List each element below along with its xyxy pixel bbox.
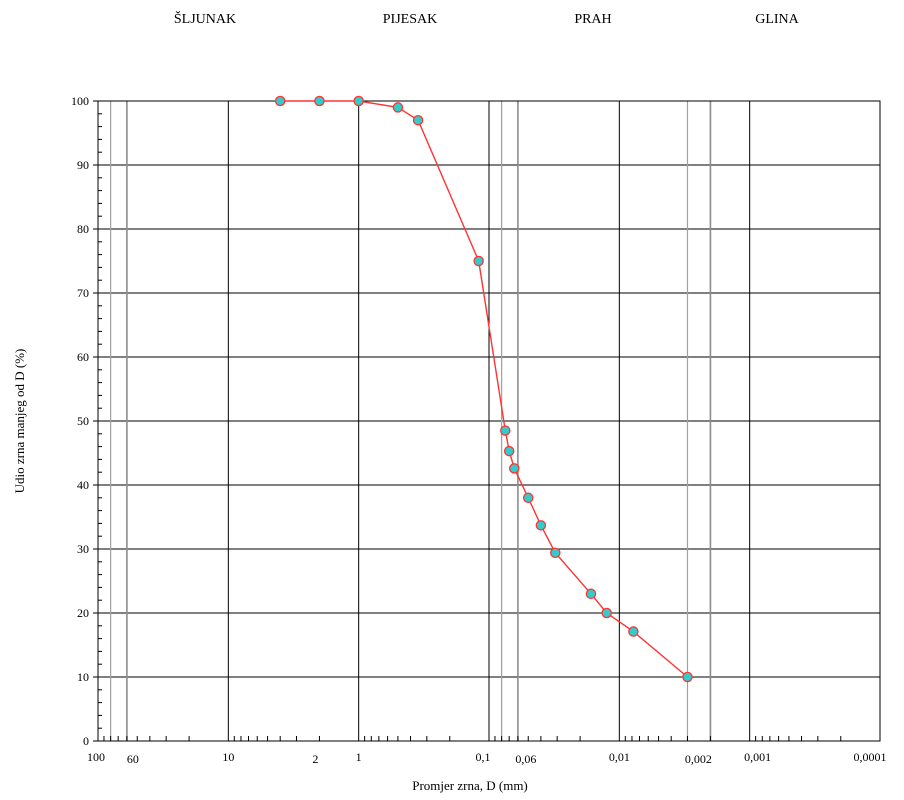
x-axis-ticks: 100 60 10 2 1 0,1 0,06 0,01 0,002 0,001 0,0001 — [87, 750, 887, 766]
x-tick-label: 10 — [222, 750, 234, 764]
x-tick-label: 0,002 — [685, 752, 712, 766]
x-tick-label: 100 — [87, 750, 105, 764]
x-tick-label: 60 — [127, 752, 139, 766]
data-point — [503, 445, 515, 457]
x-tick-label: 0,1 — [476, 750, 491, 764]
y-tick-label: 10 — [77, 670, 89, 684]
data-point — [682, 671, 693, 683]
data-point — [412, 114, 424, 126]
soil-class-label: PRAH — [574, 12, 611, 27]
x-tick-label: 0,001 — [744, 750, 771, 764]
soil-class-label: ŠLJUNAK — [174, 10, 236, 27]
data-point — [585, 588, 597, 600]
x-tick-label: 1 — [356, 750, 362, 764]
y-tick-label: 60 — [77, 350, 89, 364]
minor-ticks — [98, 113, 842, 741]
grid-lines — [98, 101, 880, 741]
y-axis-title: Udio zrna manjeg od D (%) — [12, 349, 27, 494]
y-tick-label: 40 — [77, 478, 89, 492]
data-point — [550, 547, 561, 559]
series-line — [280, 100, 688, 678]
soil-class-labels: ŠLJUNAK PIJESAK PRAH GLINA — [174, 10, 800, 27]
data-point — [314, 95, 325, 107]
y-tick-label: 0 — [83, 734, 89, 748]
soil-class-label: PIJESAK — [383, 12, 437, 27]
data-point — [509, 463, 520, 474]
y-tick-label: 90 — [77, 158, 89, 172]
data-point — [274, 95, 286, 107]
data-point — [353, 95, 364, 107]
data-points — [274, 95, 693, 683]
x-tick-label: 0,06 — [515, 752, 536, 766]
data-point — [522, 492, 534, 504]
x-tick-label: 0,01 — [609, 750, 630, 764]
y-tick-label: 70 — [77, 286, 89, 300]
data-point — [628, 626, 639, 637]
data-point — [392, 102, 404, 113]
soil-class-label: GLINA — [755, 12, 799, 27]
y-tick-label: 30 — [77, 542, 89, 556]
y-tick-label: 100 — [71, 94, 89, 108]
y-tick-label: 80 — [77, 222, 89, 236]
data-point — [500, 425, 511, 436]
series-line — [280, 100, 688, 678]
data-point — [601, 607, 612, 619]
data-point — [473, 255, 484, 267]
x-tick-label: 0,0001 — [854, 750, 887, 764]
y-tick-label: 50 — [77, 414, 89, 428]
x-tick-label: 2 — [312, 752, 318, 766]
data-point — [535, 520, 547, 531]
x-axis-title: Promjer zrna, D (mm) — [412, 778, 528, 793]
y-axis-ticks: 0 10 20 30 40 50 60 70 80 90 100 — [71, 94, 98, 748]
y-tick-label: 20 — [77, 606, 89, 620]
